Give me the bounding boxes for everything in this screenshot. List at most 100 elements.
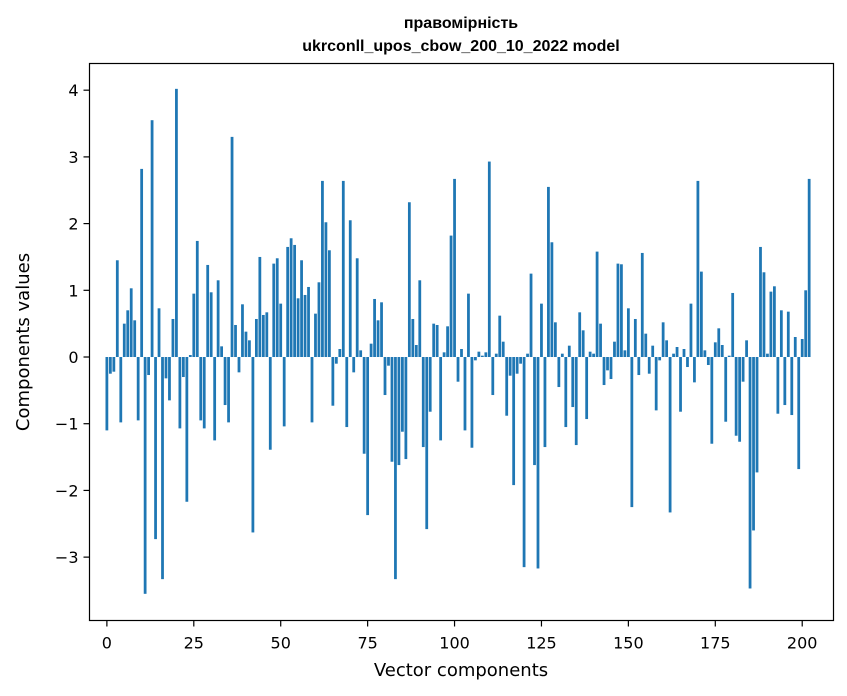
bar-18 [168, 357, 171, 401]
bar-201 [804, 290, 808, 358]
y-tick-label-2: −1 [55, 415, 79, 434]
bar-161 [665, 340, 669, 358]
bar-75 [366, 357, 370, 516]
chart-title-line-2: ukrconll_upos_cbow_200_10_2022 model [302, 38, 619, 55]
y-tick-label-3: 0 [68, 348, 78, 367]
bar-6 [126, 310, 130, 357]
bar-123 [533, 357, 536, 466]
y-axis-label: Components values [13, 253, 34, 431]
x-tick-label-1: 25 [184, 634, 204, 653]
bar-83 [394, 357, 397, 580]
bar-199 [797, 357, 801, 470]
bar-90 [418, 280, 422, 358]
bar-176 [717, 328, 721, 358]
bar-111 [491, 357, 495, 396]
bar-150 [626, 308, 630, 358]
bar-89 [414, 345, 418, 358]
x-axis-ticks: 0 25 50 75 100 125 150 175 200 [102, 620, 817, 653]
y-tick-label-7: 4 [68, 81, 78, 100]
x-tick-label-7: 175 [700, 634, 731, 653]
bar-166 [682, 349, 686, 357]
bar-154 [640, 252, 644, 358]
bar-51 [282, 357, 286, 427]
x-tick-label-5: 125 [526, 634, 557, 653]
bar-121 [526, 353, 529, 358]
bar-45 [261, 314, 265, 358]
y-tick-label-0: −3 [55, 548, 79, 567]
bar-182 [738, 357, 742, 442]
bar-172 [703, 350, 707, 358]
bar-4 [119, 357, 123, 423]
bar-74 [362, 357, 366, 454]
bar-185 [748, 357, 752, 589]
bar-107 [477, 351, 481, 358]
bar-95 [435, 324, 439, 358]
bar-68 [341, 180, 345, 358]
bar-101 [456, 357, 460, 382]
bar-119 [519, 357, 522, 364]
bar-118 [515, 357, 519, 374]
bar-85 [401, 357, 404, 432]
bar-61 [317, 282, 321, 358]
bar-20 [175, 88, 178, 358]
bar-193 [776, 357, 780, 414]
bar-115 [505, 357, 509, 416]
bar-142 [599, 323, 602, 358]
bar-29 [206, 264, 210, 358]
bar-58 [307, 286, 310, 358]
bar-28 [202, 357, 206, 429]
bar-138 [585, 357, 589, 420]
bar-191 [769, 291, 773, 358]
bar-86 [404, 357, 408, 460]
bar-194 [779, 310, 783, 357]
bar-59 [310, 357, 314, 423]
bar-100 [453, 178, 456, 358]
bar-35 [227, 357, 230, 423]
bar-43 [254, 318, 258, 358]
bar-178 [724, 357, 728, 422]
bar-14 [154, 357, 157, 540]
bar-183 [741, 357, 745, 382]
bars-group [105, 88, 811, 594]
bar-124 [536, 357, 540, 569]
bar-78 [376, 320, 380, 358]
y-tick-label-6: 3 [68, 148, 78, 167]
bar-5 [122, 323, 126, 358]
bar-7 [129, 288, 133, 358]
bar-175 [713, 342, 717, 358]
bar-180 [731, 292, 735, 358]
bar-10 [140, 168, 144, 358]
bar-13 [150, 120, 154, 358]
bar-39 [241, 304, 244, 358]
bar-186 [752, 357, 755, 531]
bar-143 [602, 357, 606, 386]
bar-80 [383, 357, 387, 396]
bar-67 [338, 349, 342, 357]
bar-116 [508, 357, 512, 376]
bar-120 [522, 357, 526, 568]
bar-16 [161, 357, 164, 580]
bar-98 [446, 326, 449, 358]
bar-53 [289, 238, 293, 358]
bar-167 [686, 357, 689, 368]
bar-11 [143, 357, 147, 594]
bar-24 [188, 355, 192, 358]
x-tick-label-2: 50 [271, 634, 291, 653]
bar-23 [185, 357, 189, 502]
bar-159 [658, 357, 662, 361]
bar-93 [428, 357, 432, 412]
bar-131 [560, 353, 564, 358]
bar-30 [209, 292, 213, 358]
bar-33 [220, 346, 223, 358]
bar-41 [248, 340, 251, 358]
bar-174 [710, 357, 714, 444]
bar-63 [324, 222, 328, 358]
bar-109 [484, 352, 488, 358]
bar-134 [571, 357, 575, 408]
bar-177 [720, 345, 724, 358]
bar-27 [199, 357, 203, 421]
bar-55 [296, 298, 300, 358]
bar-198 [793, 337, 797, 358]
bar-2 [112, 357, 116, 372]
bar-87 [407, 202, 411, 358]
